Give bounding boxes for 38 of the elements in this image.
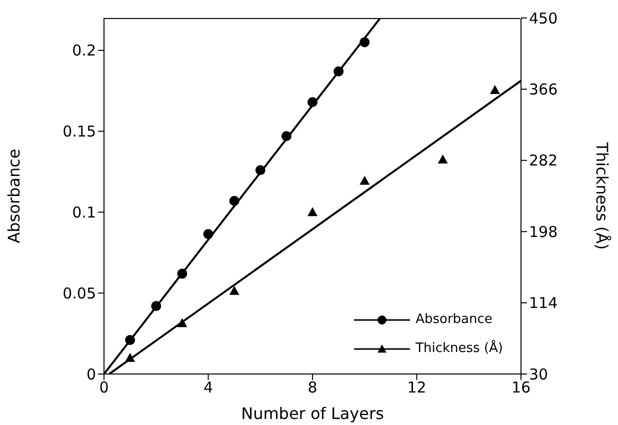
point [308, 97, 318, 108]
point [438, 154, 448, 164]
y2-tick-label: 450 [529, 9, 558, 28]
x-tick-label: 16 [511, 378, 531, 397]
legend-label: Absorbance [416, 312, 492, 327]
y2-tick-label: 30 [529, 365, 548, 384]
y-axis-title: Absorbance [4, 148, 24, 244]
y-tick-label: 0.15 [62, 122, 96, 141]
x-tick-label: 0 [99, 378, 109, 397]
x-tick-label: 8 [308, 378, 318, 397]
x-axis-title: Number of Layers [241, 404, 384, 423]
y-tick-label: 0 [86, 365, 96, 384]
y-tick-label: 0.1 [72, 204, 96, 222]
point [229, 286, 240, 295]
point [177, 318, 188, 328]
x-tick-label: 12 [407, 378, 426, 397]
point [360, 37, 370, 48]
point [255, 165, 266, 176]
point [360, 176, 370, 185]
x-tick-label: 4 [203, 378, 214, 397]
point [125, 335, 136, 346]
point [334, 66, 344, 76]
point [151, 301, 162, 312]
point [203, 229, 214, 240]
y2-axis-title: Thickness (Å) [592, 141, 612, 250]
legend-label: Thickness (Å) [416, 341, 503, 356]
y2-tick-label: 114 [529, 294, 558, 312]
y2-tick-label: 282 [529, 152, 558, 170]
point [308, 207, 318, 216]
point [177, 268, 188, 279]
y2-tick-label: 366 [529, 80, 558, 99]
y-tick-label: 0.2 [72, 42, 96, 60]
point [281, 131, 292, 142]
y-tick-label: 0.05 [62, 284, 96, 302]
point [229, 196, 240, 206]
y2-tick-label: 198 [529, 222, 558, 241]
point [490, 85, 500, 94]
point [125, 352, 136, 362]
